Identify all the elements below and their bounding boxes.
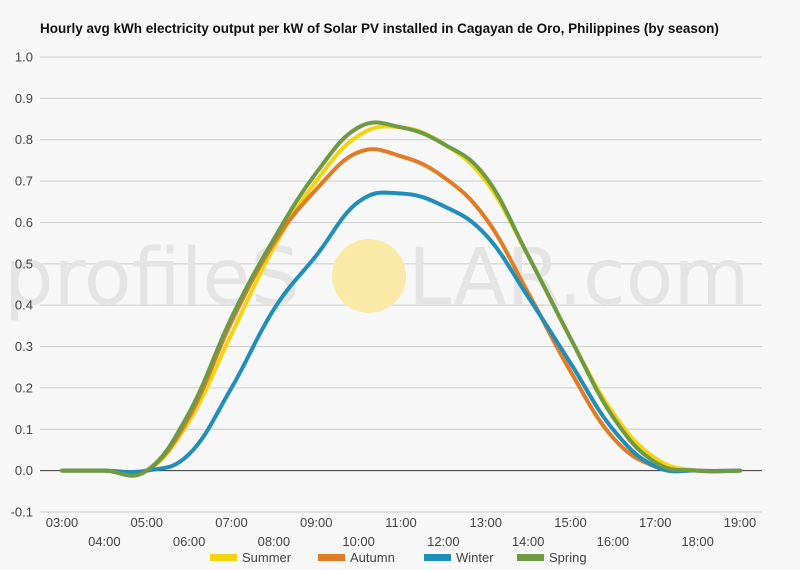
y-tick-label: 1.0 [15,50,33,65]
x-tick-label: 13:00 [469,515,502,530]
legend-item-winter[interactable]: Winter [424,550,494,565]
x-tick-label: 18:00 [681,534,714,549]
x-tick-label: 16:00 [597,534,630,549]
y-tick-label: 0.1 [15,422,33,437]
legend-label: Summer [242,550,292,565]
x-tick-label: 12:00 [427,534,460,549]
x-tick-label: 10:00 [342,534,375,549]
x-tick-label: 19:00 [724,515,757,530]
y-tick-label: -0.1 [11,505,33,520]
x-tick-label: 06:00 [173,534,206,549]
series-line-spring [60,120,742,478]
watermark-sun-icon [332,239,406,313]
legend-item-summer[interactable]: Summer [210,550,292,565]
legend-swatch [517,554,544,561]
legend-swatch [424,554,451,561]
legend-label: Winter [456,550,494,565]
chart-title: Hourly avg kWh electricity output per kW… [40,21,719,36]
legend-label: Spring [549,550,587,565]
x-tick-label: 07:00 [215,515,248,530]
legend-swatch [318,554,345,561]
watermark-text-right: LAR.com [408,233,749,323]
x-tick-label: 11:00 [385,515,417,530]
y-tick-label: 0.9 [15,91,33,106]
x-tick-label: 04:00 [88,534,121,549]
y-tick-label: 0.4 [15,298,33,313]
x-tick-label: 05:00 [130,515,163,530]
watermark: profileS LAR.com [4,233,749,323]
legend-item-spring[interactable]: Spring [517,550,587,565]
series-lines [60,120,742,478]
legend: Summer Autumn Winter Spring [210,550,587,565]
legend-item-autumn[interactable]: Autumn [318,550,395,565]
legend-label: Autumn [350,550,395,565]
x-tick-label: 17:00 [639,515,672,530]
series-line-winter [60,190,742,475]
legend-swatch [210,554,237,561]
x-tick-label: 14:00 [512,534,545,549]
x-axis-ticks: 03:00 04:00 05:00 06:00 07:00 08:00 09:00 10:00… [46,515,757,549]
x-tick-label: 03:00 [46,515,79,530]
y-tick-label: 0.5 [15,256,33,271]
y-tick-label: 0.3 [15,339,33,354]
y-tick-label: 0.6 [15,215,33,230]
y-tick-label: 0.0 [15,463,33,478]
y-tick-label: 0.8 [15,132,33,147]
y-tick-label: 0.2 [15,380,33,395]
x-tick-label: 15:00 [554,515,587,530]
x-tick-label: 09:00 [300,515,333,530]
y-tick-label: 0.7 [15,174,33,189]
x-tick-label: 08:00 [258,534,291,549]
y-axis-ticks: -0.1 0.0 0.1 0.2 0.3 0.4 0.5 0.6 0.7 0.8 0.9 1.0 [11,50,33,520]
